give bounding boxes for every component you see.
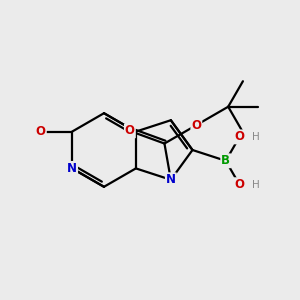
- Text: O: O: [36, 125, 46, 138]
- Text: O: O: [191, 118, 201, 132]
- Text: N: N: [67, 162, 77, 175]
- Text: H: H: [252, 180, 259, 190]
- Text: O: O: [235, 130, 244, 143]
- Text: N: N: [166, 173, 176, 186]
- Text: H: H: [252, 132, 259, 142]
- Text: B: B: [221, 154, 230, 167]
- Text: O: O: [235, 178, 244, 191]
- Text: O: O: [125, 124, 135, 137]
